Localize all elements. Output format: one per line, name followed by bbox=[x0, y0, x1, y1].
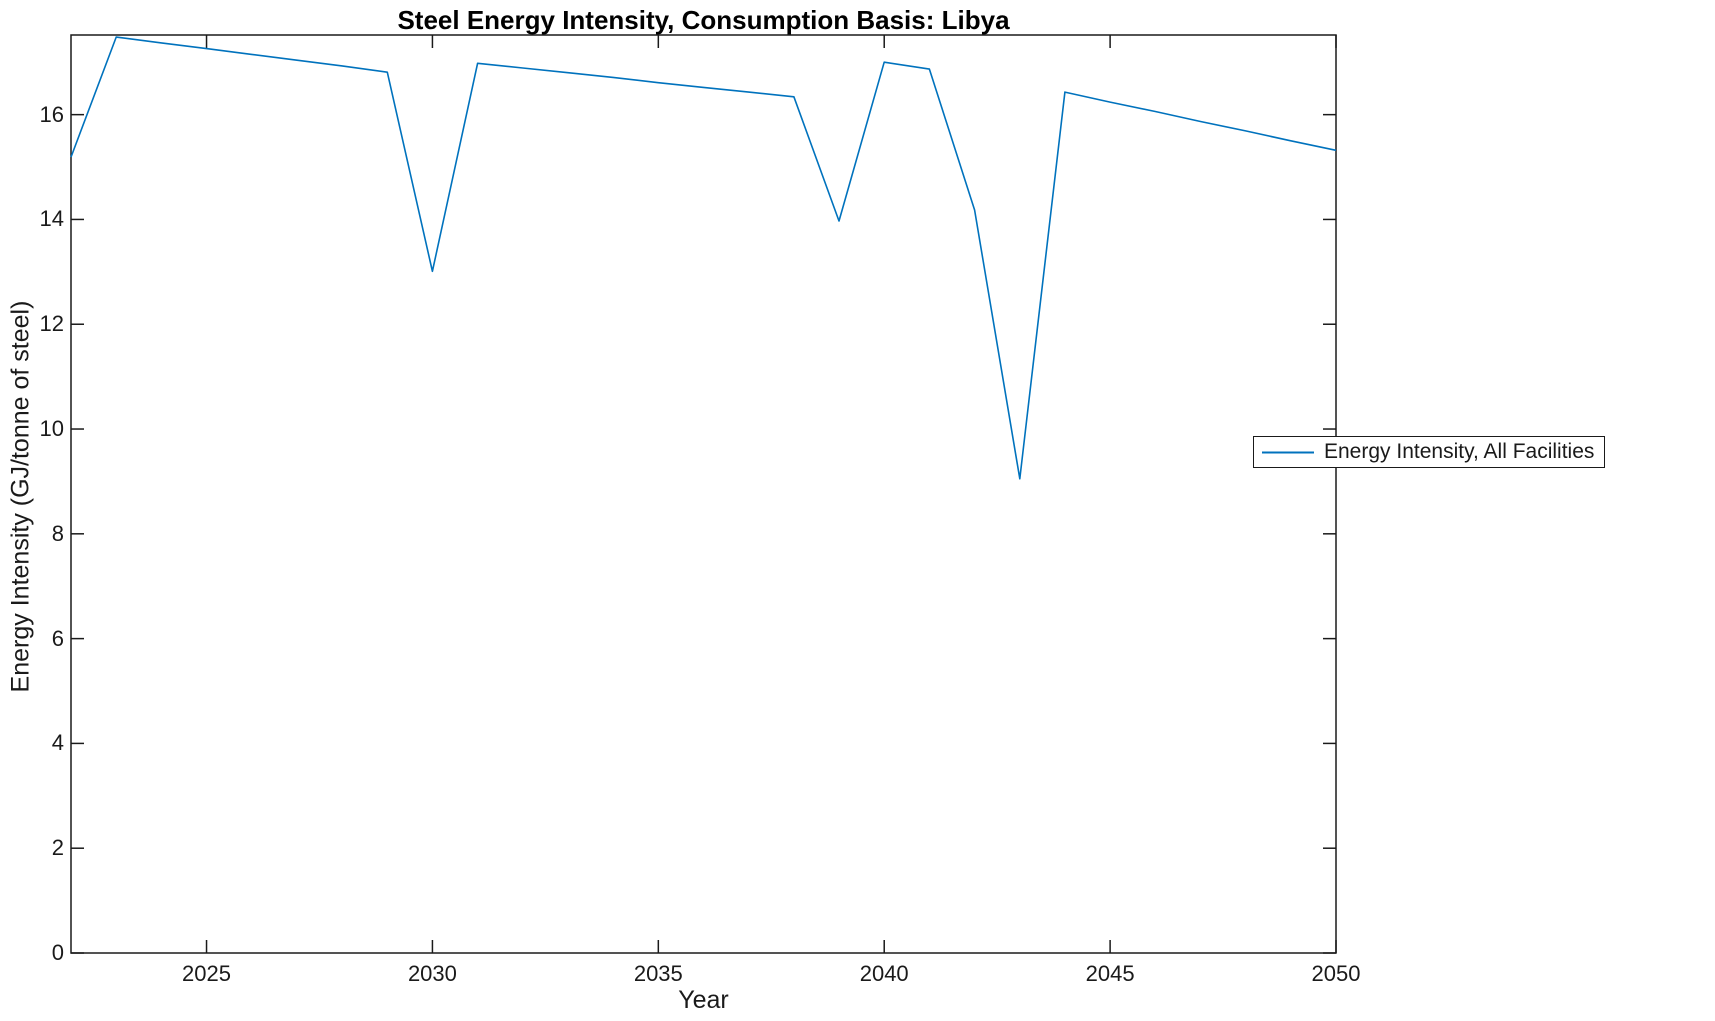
x-tick-label: 2025 bbox=[182, 961, 232, 986]
y-tick-label: 8 bbox=[51, 520, 64, 546]
data-line-energy-intensity bbox=[70, 36, 1337, 480]
y-tick-label: 6 bbox=[51, 625, 64, 651]
chart-title: Steel Energy Intensity, Consumption Basi… bbox=[397, 5, 1010, 35]
axes-box bbox=[70, 34, 1337, 954]
x-tick-label: 2045 bbox=[1085, 961, 1135, 986]
x-tick-label: 2040 bbox=[859, 961, 909, 986]
y-tick-label: 0 bbox=[51, 940, 64, 965]
legend-label: Energy Intensity, All Facilities bbox=[1324, 440, 1595, 463]
legend: Energy Intensity, All Facilities bbox=[1253, 436, 1606, 468]
y-tick-label: 14 bbox=[39, 206, 64, 232]
x-tick-label: 2050 bbox=[1311, 961, 1361, 986]
y-tick-label: 10 bbox=[39, 416, 64, 442]
y-tick-label: 4 bbox=[51, 730, 64, 756]
y-tick-label: 12 bbox=[39, 311, 64, 337]
x-tick-label: 2030 bbox=[407, 961, 457, 986]
x-axis-label: Year bbox=[678, 986, 729, 1014]
legend-line-sample-icon bbox=[1262, 451, 1314, 453]
x-tick-label: 2035 bbox=[633, 961, 683, 986]
y-tick-label: 16 bbox=[39, 101, 64, 127]
y-tick-label: 2 bbox=[51, 835, 64, 861]
